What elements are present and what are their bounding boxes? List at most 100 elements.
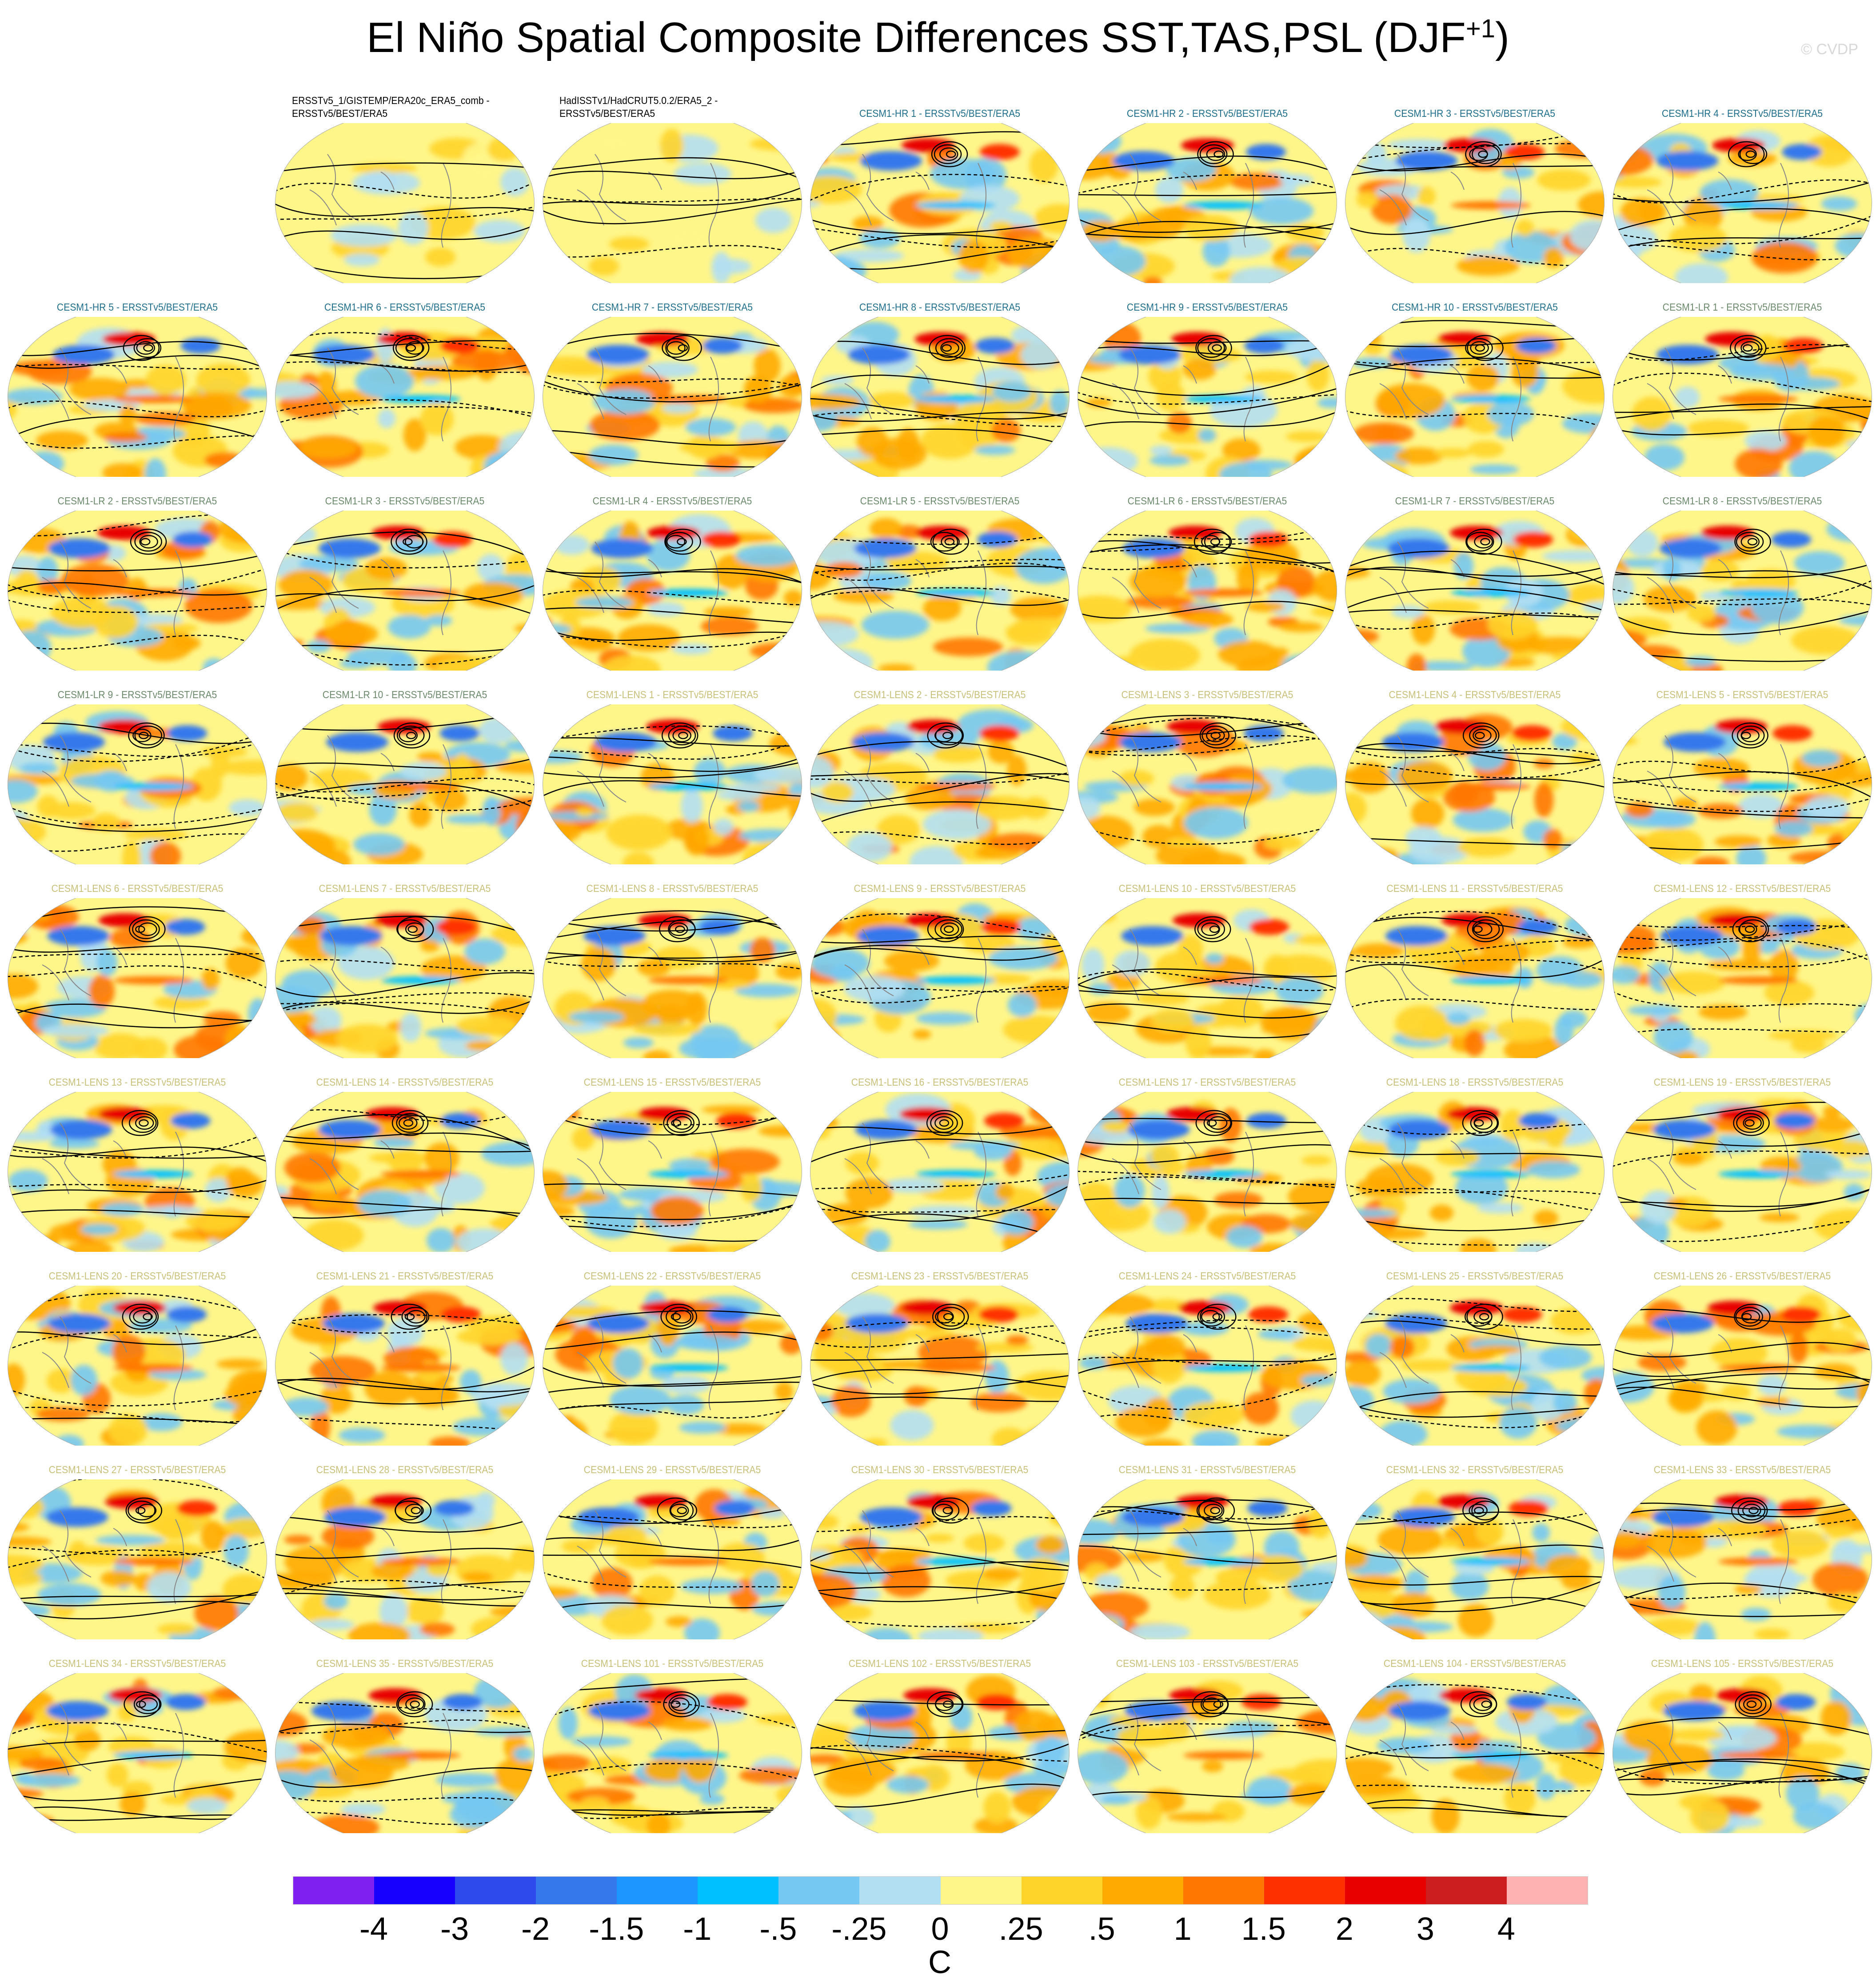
cvdp-watermark: © CVDP <box>1801 41 1858 58</box>
map-panel: CESM1-LENS 18 - ERSSTv5/BEST/ERA5 <box>1344 1076 1605 1267</box>
composite-map <box>1078 1479 1337 1639</box>
composite-map <box>1345 317 1605 477</box>
map-panel: CESM1-LENS 29 - ERSSTv5/BEST/ERA5 <box>542 1464 803 1655</box>
composite-map <box>543 317 802 477</box>
panel-label: ERSSTv5_1/GISTEMP/ERA20c_ERA5_comb - ERS… <box>292 95 490 119</box>
composite-map <box>1078 704 1337 864</box>
composite-map <box>543 511 802 671</box>
panel-label: CESM1-LENS 10 - ERSSTv5/BEST/ERA5 <box>1118 883 1296 894</box>
composite-map <box>543 1286 802 1446</box>
map-panel: CESM1-LENS 16 - ERSSTv5/BEST/ERA5 <box>809 1076 1070 1267</box>
panel-label: CESM1-HR 5 - ERSSTv5/BEST/ERA5 <box>56 301 218 313</box>
composite-map <box>543 898 802 1058</box>
composite-map <box>810 898 1070 1058</box>
map-panel: HadISSTv1/HadCRUT5.0.2/ERA5_2 - ERSSTv5/… <box>542 95 803 299</box>
panel-label: CESM1-HR 6 - ERSSTv5/BEST/ERA5 <box>324 301 486 313</box>
panel-label: CESM1-LENS 6 - ERSSTv5/BEST/ERA5 <box>51 883 224 894</box>
map-panel: CESM1-LENS 4 - ERSSTv5/BEST/ERA5 <box>1344 689 1605 880</box>
map-panel: CESM1-LENS 102 - ERSSTv5/BEST/ERA5 <box>809 1658 1070 1849</box>
panel-label: CESM1-LR 3 - ERSSTv5/BEST/ERA5 <box>325 495 485 507</box>
colorbar-swatch <box>1345 1877 1426 1904</box>
colorbar-swatch <box>1021 1877 1102 1904</box>
panel-label: CESM1-LR 2 - ERSSTv5/BEST/ERA5 <box>57 495 217 507</box>
composite-map <box>1345 123 1605 283</box>
composite-map <box>275 1286 535 1446</box>
panel-label: CESM1-LENS 23 - ERSSTv5/BEST/ERA5 <box>851 1270 1029 1282</box>
map-panel: CESM1-HR 8 - ERSSTv5/BEST/ERA5 <box>809 301 1070 492</box>
panel-label: CESM1-LENS 7 - ERSSTv5/BEST/ERA5 <box>319 883 491 894</box>
colorbar-swatch <box>374 1877 455 1904</box>
composite-map <box>1078 898 1337 1058</box>
panel-label: CESM1-LENS 35 - ERSSTv5/BEST/ERA5 <box>316 1658 494 1669</box>
panel-label: CESM1-LENS 16 - ERSSTv5/BEST/ERA5 <box>851 1076 1029 1088</box>
composite-map <box>1078 511 1337 671</box>
map-panel: CESM1-HR 4 - ERSSTv5/BEST/ERA5 <box>1612 108 1873 299</box>
colorbar-tick-label: 0 <box>931 1911 949 1947</box>
composite-map <box>1613 1286 1872 1446</box>
panel-label: CESM1-HR 10 - ERSSTv5/BEST/ERA5 <box>1392 301 1558 313</box>
map-panel: CESM1-HR 3 - ERSSTv5/BEST/ERA5 <box>1344 108 1605 299</box>
panel-label: CESM1-LENS 27 - ERSSTv5/BEST/ERA5 <box>48 1464 226 1475</box>
composite-map <box>275 1673 535 1833</box>
panel-label: CESM1-LENS 19 - ERSSTv5/BEST/ERA5 <box>1653 1076 1831 1088</box>
panel-label: CESM1-LENS 11 - ERSSTv5/BEST/ERA5 <box>1386 883 1563 894</box>
title-superscript: +1 <box>1465 14 1495 43</box>
panel-label: CESM1-LENS 101 - ERSSTv5/BEST/ERA5 <box>581 1658 764 1669</box>
panel-label: CESM1-HR 9 - ERSSTv5/BEST/ERA5 <box>1126 301 1288 313</box>
colorbar-swatch <box>1506 1877 1588 1904</box>
panel-label: CESM1-HR 1 - ERSSTv5/BEST/ERA5 <box>859 108 1021 119</box>
colorbar-swatch <box>1183 1877 1264 1904</box>
composite-map <box>810 1673 1070 1833</box>
map-panel: CESM1-LENS 25 - ERSSTv5/BEST/ERA5 <box>1344 1270 1605 1461</box>
composite-map <box>8 1092 267 1252</box>
panel-label: CESM1-LENS 34 - ERSSTv5/BEST/ERA5 <box>48 1658 226 1669</box>
composite-map <box>8 1673 267 1833</box>
panel-label: CESM1-LENS 22 - ERSSTv5/BEST/ERA5 <box>583 1270 761 1282</box>
colorbar-swatch <box>455 1877 536 1904</box>
composite-map <box>1613 1673 1872 1833</box>
composite-map <box>8 317 267 477</box>
colorbar-unit: C <box>928 1945 951 1980</box>
composite-map <box>1345 898 1605 1058</box>
composite-map <box>1345 704 1605 864</box>
composite-map <box>1613 317 1872 477</box>
map-panel: CESM1-LENS 1 - ERSSTv5/BEST/ERA5 <box>542 689 803 880</box>
map-panel: CESM1-LENS 11 - ERSSTv5/BEST/ERA5 <box>1344 883 1605 1074</box>
composite-map <box>1345 1673 1605 1833</box>
map-panel: CESM1-LENS 105 - ERSSTv5/BEST/ERA5 <box>1612 1658 1873 1849</box>
map-panel: CESM1-LENS 34 - ERSSTv5/BEST/ERA5 <box>7 1658 268 1849</box>
map-panel: CESM1-LENS 13 - ERSSTv5/BEST/ERA5 <box>7 1076 268 1267</box>
map-panel: CESM1-HR 6 - ERSSTv5/BEST/ERA5 <box>274 301 535 492</box>
map-panel: CESM1-LENS 27 - ERSSTv5/BEST/ERA5 <box>7 1464 268 1655</box>
colorbar-swatch <box>1425 1877 1507 1904</box>
composite-map <box>1613 898 1872 1058</box>
panel-label: CESM1-LENS 33 - ERSSTv5/BEST/ERA5 <box>1653 1464 1831 1475</box>
map-panel: CESM1-LENS 33 - ERSSTv5/BEST/ERA5 <box>1612 1464 1873 1655</box>
map-panel: CESM1-LENS 8 - ERSSTv5/BEST/ERA5 <box>542 883 803 1074</box>
composite-map <box>275 123 535 283</box>
composite-map <box>1345 511 1605 671</box>
colorbar-swatch <box>293 1877 375 1904</box>
map-panel: CESM1-LENS 24 - ERSSTv5/BEST/ERA5 <box>1077 1270 1338 1461</box>
panel-label: CESM1-LENS 24 - ERSSTv5/BEST/ERA5 <box>1118 1270 1296 1282</box>
panel-label: CESM1-LENS 1 - ERSSTv5/BEST/ERA5 <box>586 689 758 700</box>
map-panel: CESM1-LR 4 - ERSSTv5/BEST/ERA5 <box>542 495 803 686</box>
map-panel: CESM1-LENS 9 - ERSSTv5/BEST/ERA5 <box>809 883 1070 1074</box>
panel-label: CESM1-LENS 13 - ERSSTv5/BEST/ERA5 <box>48 1076 226 1088</box>
colorbar-tick-label: .5 <box>1088 1911 1115 1947</box>
panel-label: CESM1-LENS 104 - ERSSTv5/BEST/ERA5 <box>1383 1658 1566 1669</box>
composite-map <box>8 898 267 1058</box>
composite-map <box>1078 1673 1337 1833</box>
colorbar-tick-label: -.5 <box>759 1911 797 1947</box>
colorbar-swatch <box>778 1877 860 1904</box>
composite-map <box>1078 317 1337 477</box>
map-panel: CESM1-LR 3 - ERSSTv5/BEST/ERA5 <box>274 495 535 686</box>
panel-label: CESM1-LENS 25 - ERSSTv5/BEST/ERA5 <box>1386 1270 1564 1282</box>
composite-map <box>543 1479 802 1639</box>
composite-map <box>1345 1286 1605 1446</box>
figure-title: El Niño Spatial Composite Differences SS… <box>0 13 1876 62</box>
panel-label: CESM1-LENS 30 - ERSSTv5/BEST/ERA5 <box>851 1464 1029 1475</box>
panel-label: CESM1-HR 7 - ERSSTv5/BEST/ERA5 <box>591 301 753 313</box>
colorbar-tick-label: -3 <box>440 1911 469 1947</box>
panel-label: CESM1-LR 4 - ERSSTv5/BEST/ERA5 <box>592 495 752 507</box>
